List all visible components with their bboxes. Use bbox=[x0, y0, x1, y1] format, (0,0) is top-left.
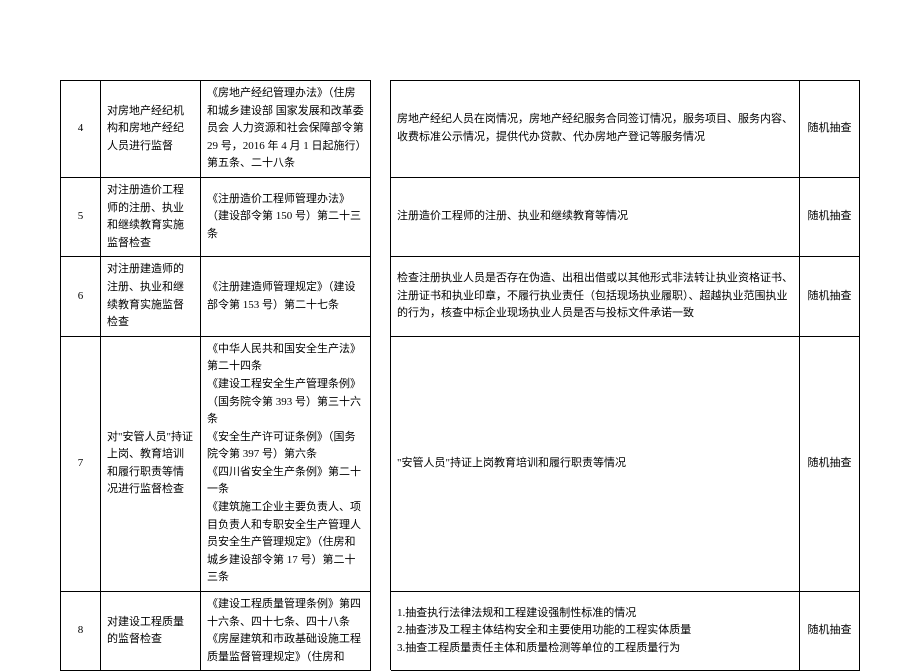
inspection-item: 对注册造价工程师的注册、执业和继续教育实施监督检查 bbox=[101, 177, 201, 256]
row-number: 8 bbox=[61, 592, 101, 671]
row-number: 7 bbox=[61, 336, 101, 591]
row-number: 5 bbox=[61, 177, 101, 256]
inspection-method: 随机抽查 bbox=[800, 592, 860, 671]
inspection-content: "安管人员"持证上岗教育培训和履行职责等情况 bbox=[391, 336, 800, 591]
table-row: 6 对注册建造师的注册、执业和继续教育实施监督检查 《注册建造师管理规定》（建设… bbox=[61, 257, 860, 336]
inspection-item: 对房地产经纪机构和房地产经纪人员进行监督 bbox=[101, 81, 201, 178]
blank-separator bbox=[371, 81, 391, 178]
table-row: 5 对注册造价工程师的注册、执业和继续教育实施监督检查 《注册造价工程师管理办法… bbox=[61, 177, 860, 256]
regulation-table: 4 对房地产经纪机构和房地产经纪人员进行监督 《房地产经纪管理办法》（住房和城乡… bbox=[60, 80, 860, 671]
inspection-item: 对注册建造师的注册、执业和继续教育实施监督检查 bbox=[101, 257, 201, 336]
blank-separator bbox=[371, 592, 391, 671]
legal-basis: 《注册造价工程师管理办法》（建设部令第 150 号）第二十三条 bbox=[201, 177, 371, 256]
inspection-content: 1.抽查执行法律法规和工程建设强制性标准的情况2.抽查涉及工程主体结构安全和主要… bbox=[391, 592, 800, 671]
table-row: 4 对房地产经纪机构和房地产经纪人员进行监督 《房地产经纪管理办法》（住房和城乡… bbox=[61, 81, 860, 178]
legal-basis: 《房地产经纪管理办法》（住房和城乡建设部 国家发展和改革委员会 人力资源和社会保… bbox=[201, 81, 371, 178]
table-row: 7 对"安管人员"持证上岗、教育培训和履行职责等情况进行监督检查 《中华人民共和… bbox=[61, 336, 860, 591]
inspection-method: 随机抽查 bbox=[800, 177, 860, 256]
inspection-item: 对建设工程质量的监督检查 bbox=[101, 592, 201, 671]
inspection-method: 随机抽查 bbox=[800, 257, 860, 336]
inspection-method: 随机抽查 bbox=[800, 336, 860, 591]
legal-basis: 《建设工程质量管理条例》第四十六条、四十七条、四十八条《房屋建筑和市政基础设施工… bbox=[201, 592, 371, 671]
blank-separator bbox=[371, 177, 391, 256]
inspection-item: 对"安管人员"持证上岗、教育培训和履行职责等情况进行监督检查 bbox=[101, 336, 201, 591]
legal-basis: 《注册建造师管理规定》（建设部令第 153 号）第二十七条 bbox=[201, 257, 371, 336]
row-number: 6 bbox=[61, 257, 101, 336]
blank-separator bbox=[371, 336, 391, 591]
row-number: 4 bbox=[61, 81, 101, 178]
blank-separator bbox=[371, 257, 391, 336]
inspection-content: 房地产经纪人员在岗情况，房地产经纪服务合同签订情况，服务项目、服务内容、收费标准… bbox=[391, 81, 800, 178]
legal-basis: 《中华人民共和国安全生产法》第二十四条《建设工程安全生产管理条例》（国务院令第 … bbox=[201, 336, 371, 591]
table-row: 8 对建设工程质量的监督检查 《建设工程质量管理条例》第四十六条、四十七条、四十… bbox=[61, 592, 860, 671]
inspection-method: 随机抽查 bbox=[800, 81, 860, 178]
inspection-content: 注册造价工程师的注册、执业和继续教育等情况 bbox=[391, 177, 800, 256]
inspection-content: 检查注册执业人员是否存在伪造、出租出借或以其他形式非法转让执业资格证书、注册证书… bbox=[391, 257, 800, 336]
